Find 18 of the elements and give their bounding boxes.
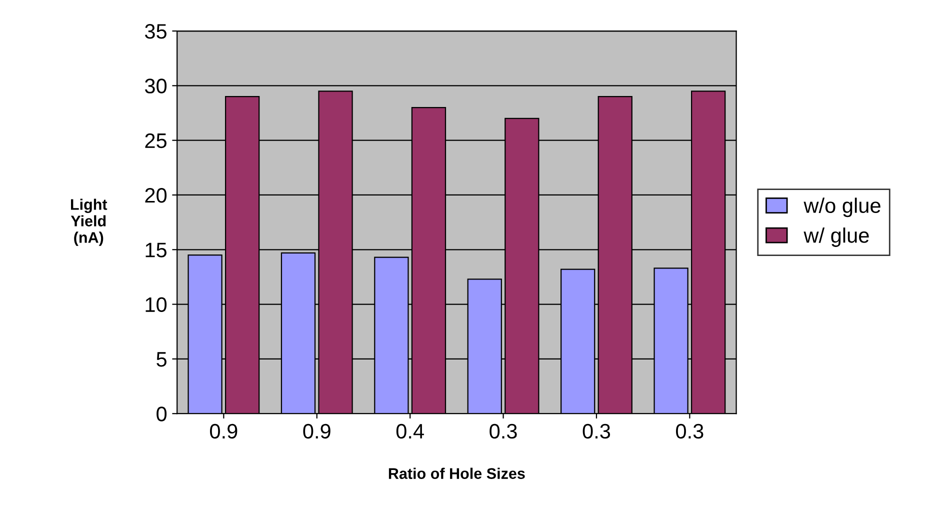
x-tick-label: 0.9 — [210, 424, 238, 439]
y-tick-label: 15 — [146, 242, 166, 258]
y-tick-label: 0 — [156, 406, 167, 422]
x-tick-label: 0.4 — [396, 424, 424, 439]
legend-label: w/ glue — [804, 228, 869, 247]
y-tick-label: 20 — [145, 188, 167, 203]
x-tick-label: 0.3 — [676, 424, 704, 439]
y-tick-label: 30 — [144, 78, 167, 94]
y-tick-label: 35 — [144, 24, 166, 39]
x-tick-label: 0.3 — [490, 424, 517, 439]
x-tick-label: 0.9 — [303, 424, 330, 439]
y-tick-label: 25 — [145, 133, 166, 148]
legend-label: w/o glue — [804, 198, 880, 218]
y-tick-label: 10 — [146, 297, 167, 312]
x-axis-title: Ratio of Hole Sizes — [388, 468, 525, 479]
y-axis-title: Light Yield (nA) — [70, 198, 108, 246]
x-tick-label: 0.3 — [582, 424, 610, 439]
y-tick-label: 5 — [156, 352, 166, 367]
